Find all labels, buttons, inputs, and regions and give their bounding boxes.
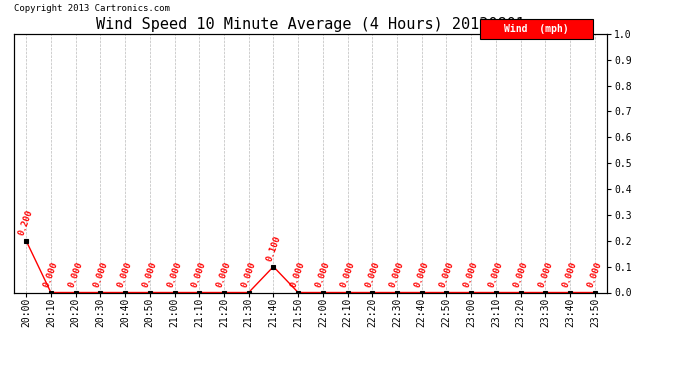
Text: 0.000: 0.000 [388, 260, 406, 289]
Text: 0.000: 0.000 [487, 260, 505, 289]
Text: 0.000: 0.000 [561, 260, 579, 289]
Text: 0.000: 0.000 [413, 260, 431, 289]
Text: 0.000: 0.000 [437, 260, 455, 289]
Text: Wind  (mph): Wind (mph) [504, 24, 569, 34]
Text: 0.000: 0.000 [42, 260, 60, 289]
Text: 0.000: 0.000 [537, 260, 554, 289]
Text: 0.000: 0.000 [240, 260, 257, 289]
Text: 0.000: 0.000 [339, 260, 357, 289]
Text: 0.000: 0.000 [586, 260, 604, 289]
Text: 0.000: 0.000 [215, 260, 233, 289]
Text: 0.200: 0.200 [17, 209, 35, 237]
Text: 0.000: 0.000 [116, 260, 134, 289]
Text: 0.000: 0.000 [462, 260, 480, 289]
Text: 0.000: 0.000 [364, 260, 381, 289]
Text: 0.000: 0.000 [190, 260, 208, 289]
Text: Copyright 2013 Cartronics.com: Copyright 2013 Cartronics.com [14, 4, 170, 13]
Text: 0.100: 0.100 [264, 234, 282, 263]
Text: 0.000: 0.000 [512, 260, 529, 289]
Text: 0.000: 0.000 [166, 260, 184, 289]
Text: Wind Speed 10 Minute Average (4 Hours) 20130801: Wind Speed 10 Minute Average (4 Hours) 2… [96, 17, 525, 32]
Text: 0.000: 0.000 [92, 260, 109, 289]
Text: 0.000: 0.000 [141, 260, 159, 289]
Text: 0.000: 0.000 [67, 260, 84, 289]
Text: 0.000: 0.000 [289, 260, 307, 289]
Text: 0.000: 0.000 [314, 260, 332, 289]
